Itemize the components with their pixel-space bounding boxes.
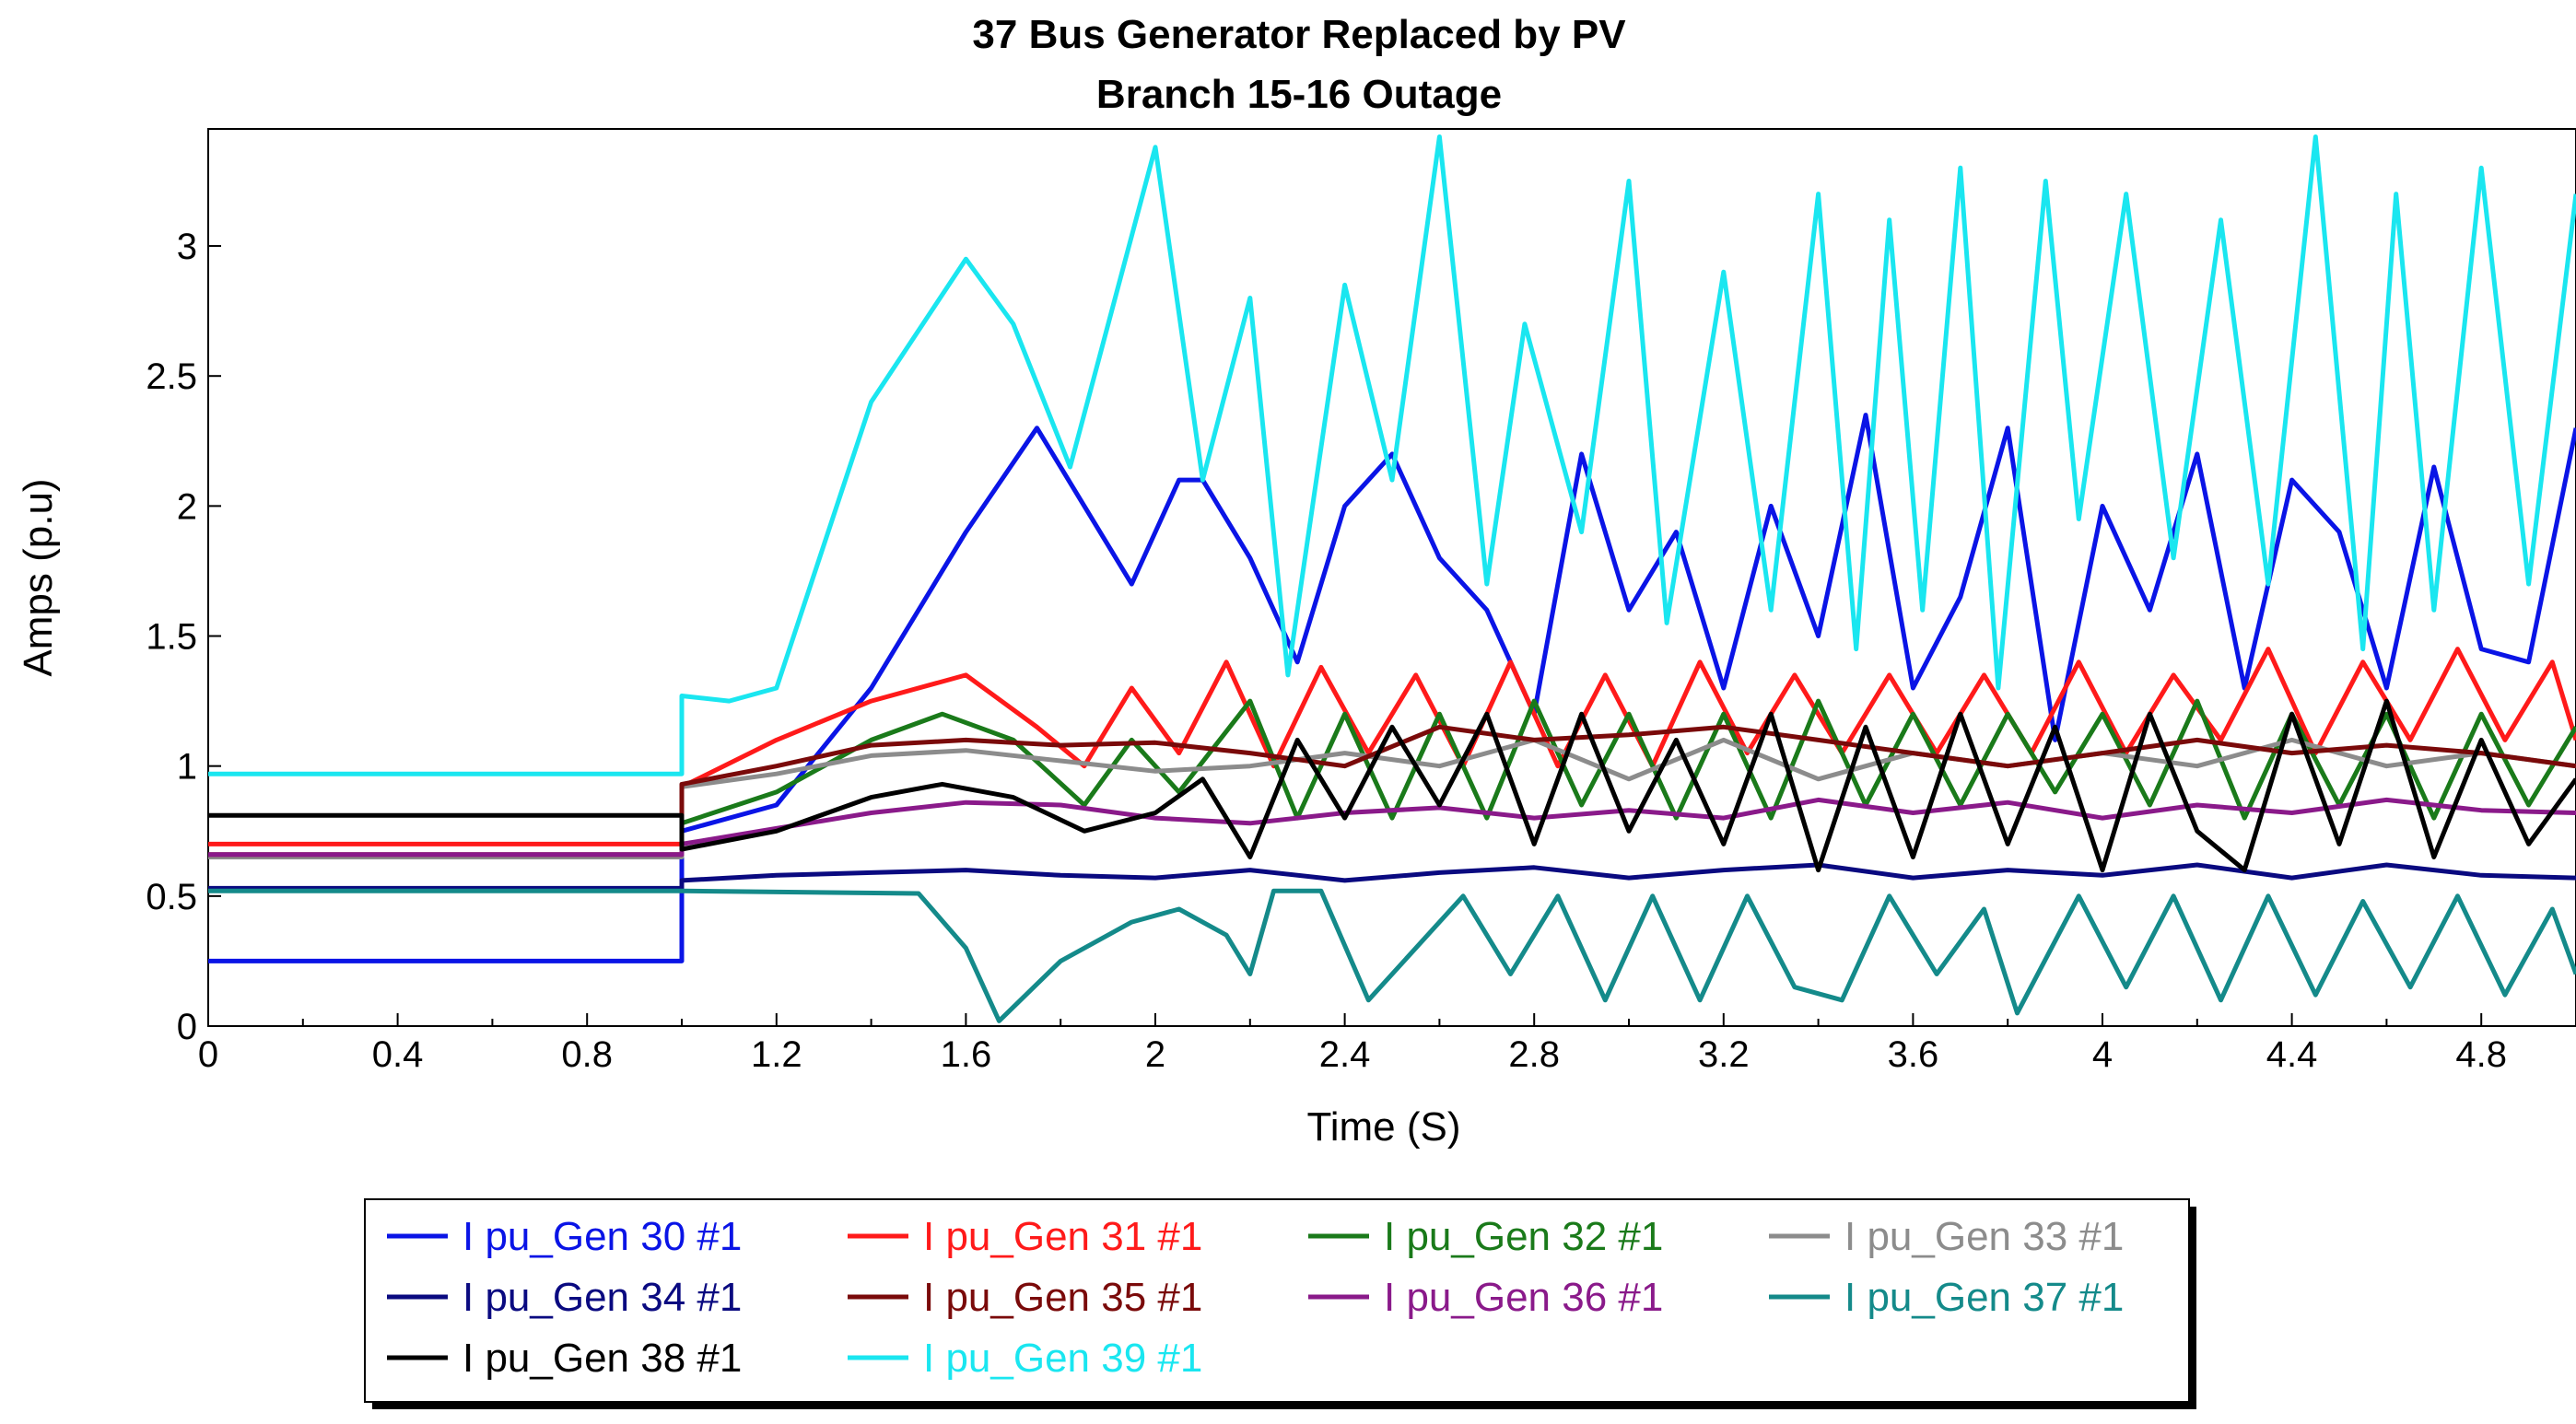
legend-label: I pu_Gen 37 #1 — [1844, 1275, 2124, 1320]
x-tick-label: 1.6 — [941, 1034, 992, 1075]
legend-box — [364, 1198, 2190, 1403]
chart-title: 37 Bus Generator Replaced by PV — [972, 12, 1626, 57]
x-tick-label: 0 — [198, 1034, 218, 1075]
x-tick-label: 1.2 — [751, 1034, 802, 1075]
y-tick-label: 3 — [177, 227, 197, 267]
legend: I pu_Gen 30 #1 I pu_Gen 31 #1 I pu_Gen 32 … — [364, 1198, 2196, 1409]
series-line-i-pu-gen-36-1 — [208, 797, 2576, 858]
legend-label: I pu_Gen 35 #1 — [923, 1275, 1202, 1320]
legend-label: I pu_Gen 36 #1 — [1384, 1275, 1663, 1320]
x-tick-label: 0.4 — [372, 1034, 424, 1075]
x-tick-label: 4 — [2092, 1034, 2113, 1075]
series-line-i-pu-gen-37-1 — [208, 888, 2576, 1023]
series-group — [208, 134, 2576, 1023]
x-tick-label: 2.8 — [1508, 1034, 1560, 1075]
y-tick-label: 0 — [177, 1007, 197, 1047]
legend-label: I pu_Gen 30 #1 — [463, 1214, 742, 1259]
x-tick-label: 4.4 — [2266, 1034, 2318, 1075]
legend-label: I pu_Gen 39 #1 — [923, 1336, 1202, 1381]
chart-subtitle: Branch 15-16 Outage — [1096, 72, 1502, 117]
x-tick-label: 2.4 — [1319, 1034, 1371, 1075]
legend-label: I pu_Gen 34 #1 — [463, 1275, 742, 1320]
series-line-i-pu-gen-34-1 — [208, 862, 2576, 891]
y-tick-label: 2.5 — [146, 356, 197, 397]
legend-label: I pu_Gen 32 #1 — [1384, 1214, 1663, 1259]
y-tick-label: 2 — [177, 486, 197, 527]
y-axis: 0 0.5 1 1.5 2 2.5 3 — [146, 227, 221, 1047]
y-tick-label: 1.5 — [146, 617, 197, 658]
x-axis-label: Time (S) — [1306, 1104, 1460, 1150]
x-tick-label: 3.2 — [1698, 1034, 1750, 1075]
x-tick-label: 0.8 — [561, 1034, 613, 1075]
y-axis-label: Amps (p.u) — [16, 478, 61, 676]
series-line-i-pu-gen-38-1 — [208, 698, 2576, 873]
legend-label: I pu_Gen 38 #1 — [463, 1336, 742, 1381]
legend-label: I pu_Gen 33 #1 — [1844, 1214, 2124, 1259]
series-line-i-pu-gen-39-1 — [208, 134, 2576, 776]
x-tick-label: 4.8 — [2455, 1034, 2507, 1075]
x-tick-label: 2 — [1145, 1034, 1165, 1075]
x-tick-label: 3.6 — [1888, 1034, 1939, 1075]
legend-items: I pu_Gen 30 #1 I pu_Gen 31 #1 I pu_Gen 32 … — [387, 1214, 2124, 1381]
y-tick-label: 0.5 — [146, 877, 197, 917]
series-line-i-pu-gen-35-1 — [208, 724, 2576, 858]
y-tick-label: 1 — [177, 747, 197, 788]
x-axis: 0 0.4 0.8 1.2 1.6 2 2.4 2.8 3.2 3.6 4 4.4 4.8 — [198, 1013, 2507, 1075]
legend-label: I pu_Gen 31 #1 — [923, 1214, 1202, 1259]
